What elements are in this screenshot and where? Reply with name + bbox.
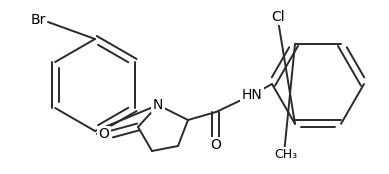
Text: O: O [98,127,109,141]
Text: N: N [153,98,163,112]
Text: CH₃: CH₃ [274,148,298,161]
Text: Br: Br [30,13,46,27]
Text: HN: HN [242,88,262,102]
Text: Cl: Cl [271,10,285,24]
Text: O: O [210,138,221,152]
